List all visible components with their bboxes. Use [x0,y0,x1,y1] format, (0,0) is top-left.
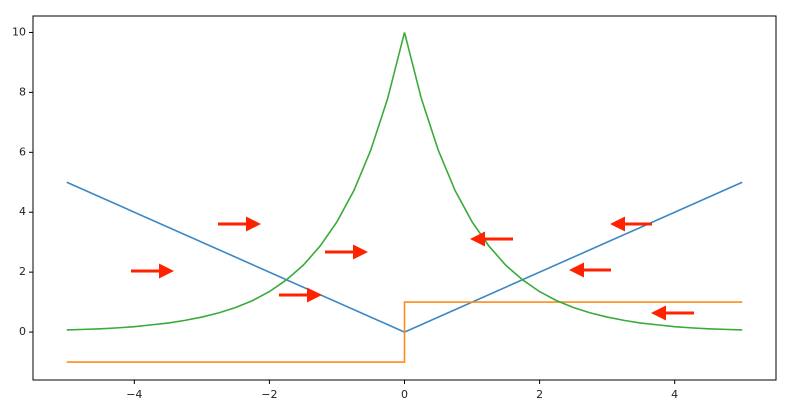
x-tick-label: 2 [536,388,543,401]
x-tick-label: 0 [401,388,408,401]
y-tick-label: 0 [19,325,26,338]
x-tick-label: −4 [126,388,142,401]
arrows [131,216,694,321]
line-series [66,301,743,363]
line-series [66,32,743,331]
y-tick-label: 4 [19,205,26,218]
x-tick-label: −2 [261,388,277,401]
y-tick-label: 6 [19,145,26,158]
y-tick-label: 2 [19,265,26,278]
x-tick-label: 4 [671,388,678,401]
y-tick-label: 10 [12,25,26,38]
y-tick-label: 8 [19,85,26,98]
